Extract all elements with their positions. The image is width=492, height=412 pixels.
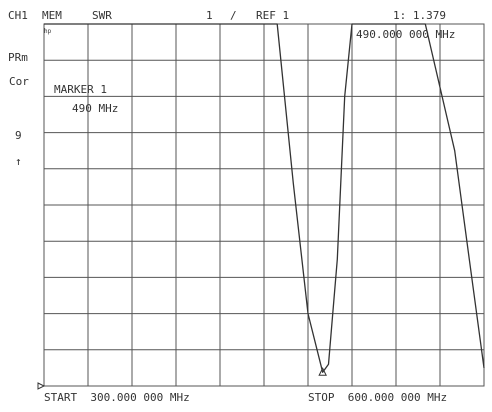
marker-frequency: 490 MHz (72, 102, 119, 115)
scale-unit: / (230, 9, 237, 22)
cor-label: Cor (9, 75, 29, 88)
marker-title: MARKER 1 (54, 83, 107, 96)
trace-layer (44, 23, 485, 373)
swr-trace (44, 23, 485, 373)
graticule (43, 23, 485, 387)
start-frequency-label: START 300.000 000 MHz (44, 391, 190, 404)
reference-position-label: 9 (15, 129, 22, 142)
marker-readout: 1: 1.379 (393, 9, 446, 22)
reference-arrow-icon: ↑ (15, 155, 22, 168)
marker-layer (318, 367, 327, 376)
scale-value: 1 (206, 9, 213, 22)
tick-layer (37, 382, 46, 390)
prm-label: PRm (8, 51, 28, 64)
marker-1-triangle (318, 367, 327, 376)
memory-label: MEM (42, 9, 62, 22)
channel-label: CH1 (8, 9, 28, 22)
stop-frequency-label: STOP 600.000 000 MHz (308, 391, 448, 404)
reference-line-pointer (37, 382, 46, 390)
hp-logo: hp (44, 28, 52, 35)
reference-value: REF 1 (256, 9, 290, 22)
format-label: SWR (92, 9, 112, 22)
